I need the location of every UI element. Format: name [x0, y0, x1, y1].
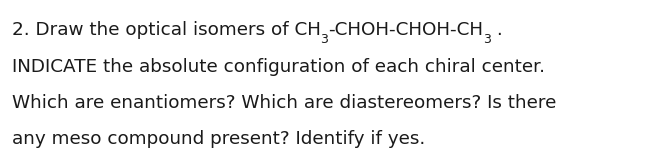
Text: -CHOH-CHOH-CH: -CHOH-CHOH-CH	[328, 21, 484, 39]
Text: 3: 3	[320, 33, 328, 46]
Text: .: .	[491, 21, 503, 39]
Text: 2. Draw the optical isomers of CH: 2. Draw the optical isomers of CH	[12, 21, 320, 39]
Text: 3: 3	[484, 33, 491, 46]
Text: any meso compound present? Identify if yes.: any meso compound present? Identify if y…	[12, 130, 425, 148]
Text: INDICATE the absolute configuration of each chiral center.: INDICATE the absolute configuration of e…	[12, 58, 545, 76]
Text: Which are enantiomers? Which are diastereomers? Is there: Which are enantiomers? Which are diaster…	[12, 94, 556, 112]
